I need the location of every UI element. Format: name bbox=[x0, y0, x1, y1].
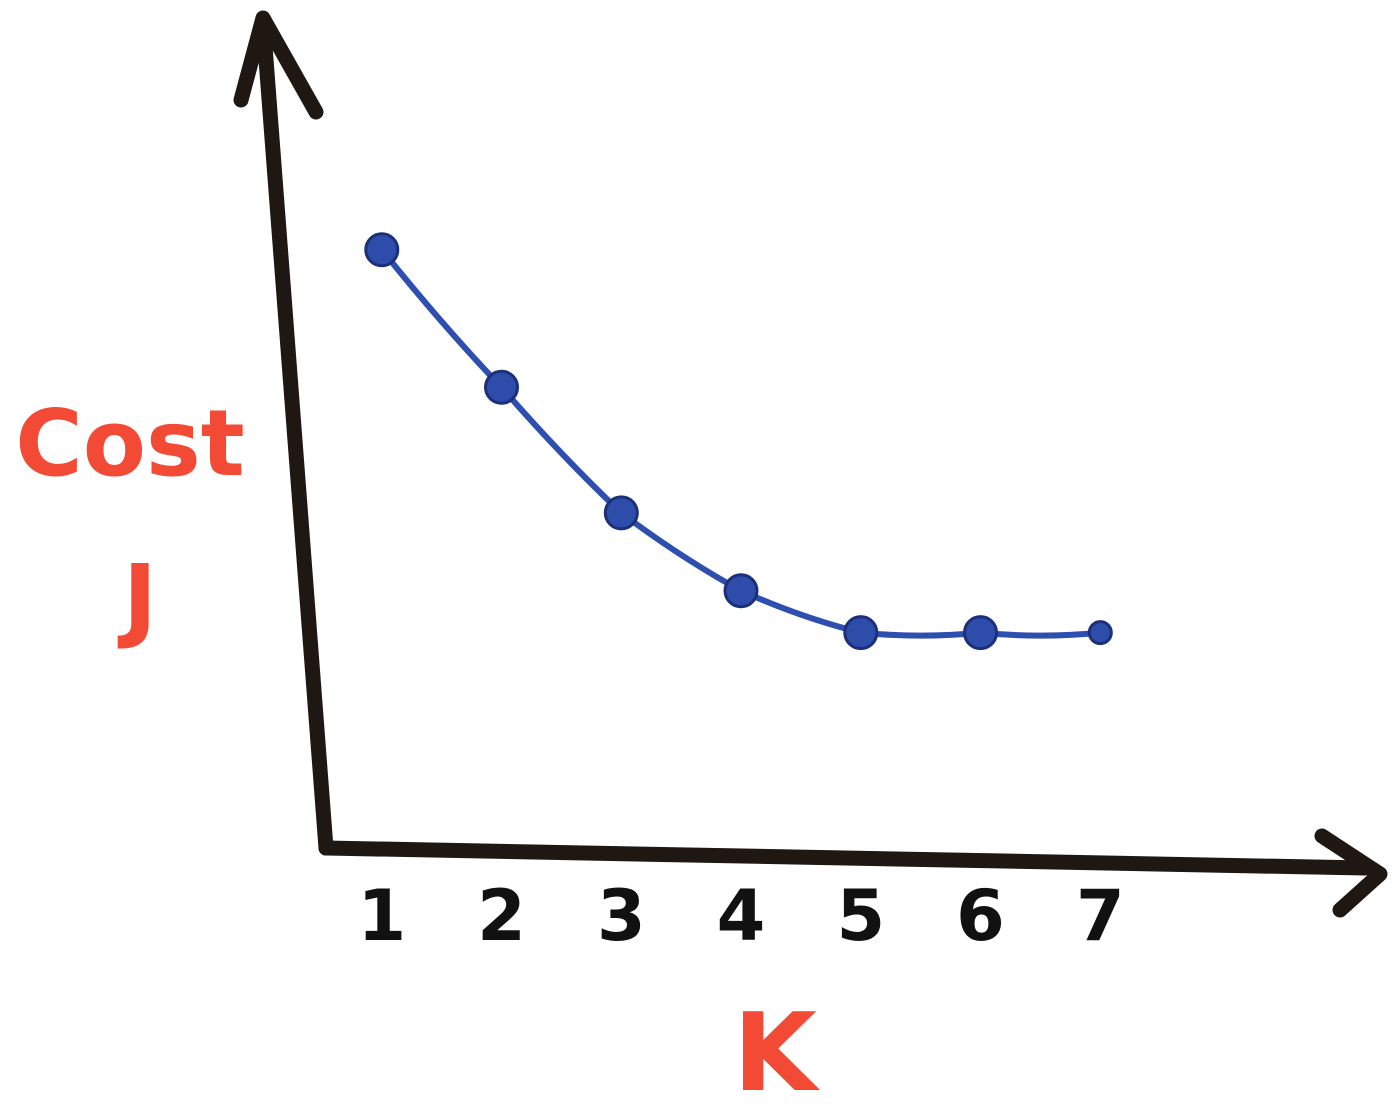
y-axis-label: Cost J bbox=[15, 390, 244, 652]
data-point bbox=[364, 232, 400, 268]
data-point bbox=[843, 615, 879, 651]
data-point bbox=[1087, 620, 1113, 646]
y-axis-line bbox=[255, 12, 334, 856]
axes bbox=[233, 10, 1388, 918]
data-points bbox=[364, 232, 1113, 651]
x-tick-label: 4 bbox=[717, 875, 766, 957]
y-axis-arrowhead bbox=[233, 10, 324, 120]
y-axis-label-line-1: Cost bbox=[15, 390, 244, 497]
x-axis-label: K bbox=[733, 991, 820, 1116]
x-tick-label: 7 bbox=[1076, 875, 1125, 957]
data-point bbox=[484, 369, 519, 405]
x-axis-line bbox=[318, 840, 1373, 876]
x-tick-label: 5 bbox=[836, 875, 885, 957]
data-point bbox=[963, 615, 998, 651]
x-tick-label: 3 bbox=[597, 875, 646, 957]
x-tick-label: 2 bbox=[477, 875, 526, 957]
x-tick-label: 6 bbox=[956, 875, 1005, 957]
x-tick-label: 1 bbox=[357, 875, 406, 957]
data-point bbox=[723, 573, 759, 609]
y-axis-label-line-2: J bbox=[117, 545, 157, 652]
data-point bbox=[603, 495, 639, 531]
x-axis-arrowhead bbox=[1314, 828, 1388, 918]
